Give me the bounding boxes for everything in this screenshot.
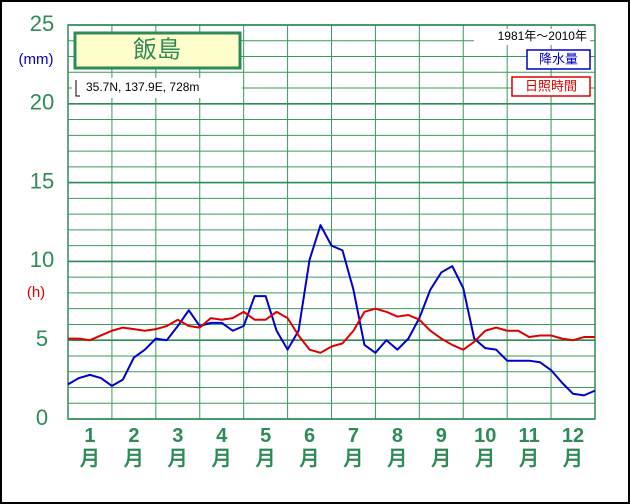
series-line [67, 224, 596, 397]
period: 1981年～2010年 [498, 29, 587, 43]
x-tick-label: 3月 [167, 425, 188, 470]
legend-box [526, 49, 591, 70]
legend-label: 日照時間 [525, 78, 577, 93]
x-tick-label: 12月 [561, 425, 585, 470]
y-tick-label: 20 [30, 90, 54, 115]
y-unit: (mm) [19, 51, 54, 68]
x-tick-label: 1月 [79, 425, 100, 470]
chart-title: 飯島 [133, 36, 181, 63]
title-box [73, 31, 242, 70]
y-tick-label: 10 [30, 247, 54, 272]
x-tick-label: 4月 [211, 425, 232, 470]
y-tick-label: 15 [30, 168, 54, 193]
series-line [68, 307, 595, 354]
x-tick-label: 2月 [123, 425, 144, 470]
y-tick-label: 25 [30, 11, 54, 36]
x-tick-label: 10月 [474, 425, 497, 470]
y-tick-label: 5 [36, 326, 48, 351]
plot-frame [67, 24, 596, 420]
legend-label: 降水量 [539, 51, 578, 66]
y-tick-label: 0 [36, 405, 48, 430]
x-tick-label: 6月 [299, 425, 320, 470]
subtitle: 35.7N, 137.9E, 728m [86, 80, 199, 94]
x-tick-label: 7月 [343, 425, 364, 470]
legend-box [511, 76, 591, 97]
x-tick-label: 8月 [387, 425, 408, 470]
x-tick-label: 9月 [431, 425, 452, 470]
y-unit-2: (h) [27, 284, 45, 301]
x-tick-label: 11月 [518, 425, 540, 470]
subtitle-bg [72, 78, 242, 98]
period-bg [474, 29, 590, 45]
x-tick-label: 5月 [255, 425, 276, 470]
subtitle-bracket [75, 80, 80, 97]
